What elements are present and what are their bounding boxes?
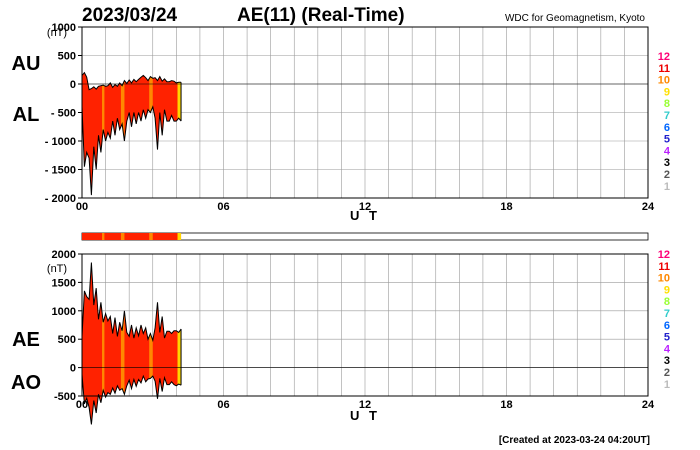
series-line-au [81,71,182,91]
y-tick-label: 0 [70,79,76,91]
y-tick-label: 1000 [52,306,76,318]
area-fill-ae-ao [82,262,182,425]
activity-color-strip [81,232,649,241]
unit-label-top: (nT) [47,27,67,39]
legend-entry: 12 [658,249,670,261]
legend-entry: 6 [664,122,670,134]
strip-band [120,233,125,240]
series-label-au: AU [12,53,41,75]
y-tick-label: 500 [58,51,76,63]
series-label-al: AL [13,104,40,126]
x-tick-label: 12 [359,201,371,213]
strip-band [177,233,182,240]
legend-entry: 4 [664,343,671,355]
y-tick-label: 2000 [52,249,76,261]
x-tick-label: 00 [76,201,88,213]
strip-fill [82,233,182,240]
legend-entry: 7 [664,308,670,320]
legend-entry: 11 [658,261,670,273]
activity-band [102,262,105,396]
unit-label-bottom: (nT) [47,263,67,275]
y-tick-label: - 2000 [45,193,76,205]
activity-band [120,72,125,196]
legend-entry: 1 [664,181,670,193]
activity-band [102,72,105,196]
x-tick-label: 06 [217,201,229,213]
legend-entry: 2 [664,367,670,379]
activity-band [177,262,182,396]
x-tick-label: 00 [76,399,88,411]
series-label-ao: AO [11,372,41,394]
legend-entry: 3 [664,355,670,367]
y-tick-label: - 1500 [45,165,76,177]
activity-band [149,262,153,396]
legend-entry: 5 [664,134,670,146]
strip-band [102,233,105,240]
legend-entry: 1 [664,379,670,391]
legend-entry: 10 [658,75,670,87]
plot-frame [81,253,649,397]
series-line-al [81,105,182,196]
legend-entry: 12 [658,51,670,63]
series-line-ao [81,374,182,425]
plot-title: AE(11) (Real-Time) [237,5,405,26]
legend-entry: 9 [664,86,670,98]
legend-entry: 5 [664,332,670,344]
y-tick-label: 1000 [52,22,76,34]
x-axis-title-bottom: U T [350,408,380,423]
legend-entry: 3 [664,157,670,169]
x-tick-label: 18 [500,201,512,213]
strip-band [149,233,153,240]
created-timestamp: [Created at 2023-03-24 04:20UT] [499,435,650,446]
legend-entry: 6 [664,320,670,332]
y-tick-label: 0 [70,363,76,375]
series-label-ae: AE [12,329,40,351]
plot-date: 2023/03/24 [82,5,178,26]
y-tick-label: 500 [58,334,76,346]
y-tick-label: -500 [54,391,76,403]
y-tick-label: - 500 [51,108,76,120]
legend-entry: 4 [664,145,671,157]
legend-entry: 10 [658,273,670,285]
legend-entry: 7 [664,110,670,122]
legend-entry: 11 [658,63,670,75]
x-tick-label: 06 [217,399,229,411]
x-tick-label: 24 [642,399,655,411]
y-tick-label: - 1000 [45,136,76,148]
legend-entry: 9 [664,284,670,296]
credit-text: WDC for Geomagnetism, Kyoto [505,13,645,24]
area-fill-au-al [82,72,182,196]
x-tick-label: 24 [642,201,655,213]
series-line-ae [81,262,182,343]
x-tick-label: 12 [359,399,371,411]
legend-entry: 8 [664,296,670,308]
activity-band [177,72,182,196]
y-tick-label: 1500 [52,277,76,289]
x-axis-title-top: U T [350,208,380,223]
x-tick-label: 18 [500,399,512,411]
legend-entry: 2 [664,169,670,181]
legend-entry: 8 [664,98,670,110]
